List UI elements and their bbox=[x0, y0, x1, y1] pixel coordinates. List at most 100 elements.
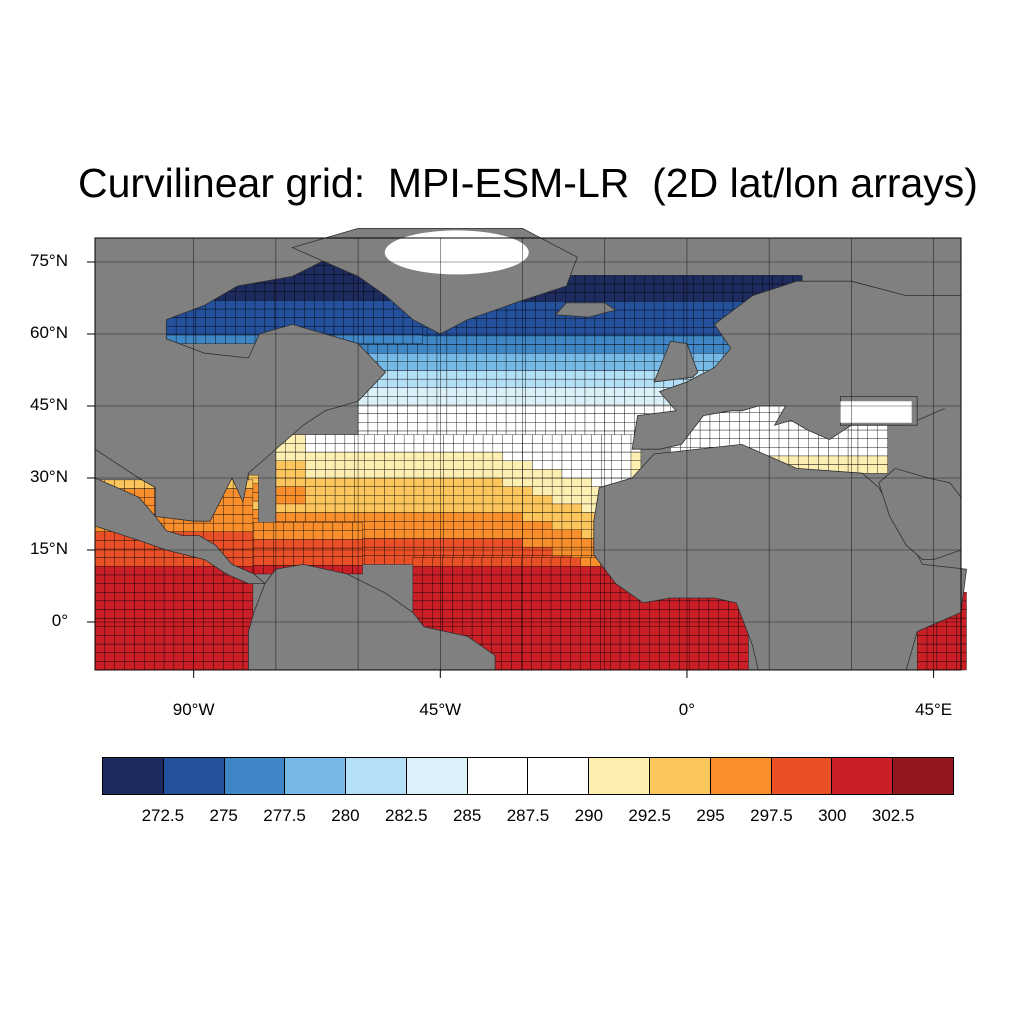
ocean-cell bbox=[473, 521, 484, 530]
ocean-cell bbox=[555, 413, 566, 423]
ocean-cell bbox=[357, 413, 369, 423]
ocean-cell bbox=[772, 275, 783, 285]
ocean-cell bbox=[443, 443, 454, 453]
ocean-cell bbox=[373, 334, 384, 344]
ocean-cell bbox=[363, 326, 374, 336]
ocean-cell bbox=[173, 643, 184, 653]
ocean-cell bbox=[394, 434, 405, 444]
ocean-cell bbox=[551, 477, 563, 487]
ocean-cell bbox=[545, 396, 556, 406]
ocean-cell bbox=[354, 460, 365, 470]
ocean-cell bbox=[144, 661, 155, 671]
lon-label: 45°W bbox=[419, 700, 462, 719]
ocean-cell bbox=[877, 447, 888, 457]
ocean-cell bbox=[838, 438, 849, 448]
ocean-cell bbox=[254, 300, 266, 310]
ocean-cell bbox=[669, 626, 680, 636]
ocean-cell bbox=[144, 609, 155, 619]
ocean-cell bbox=[436, 370, 448, 380]
ocean-cell bbox=[649, 652, 660, 662]
ocean-cell bbox=[619, 609, 631, 619]
ocean-cell bbox=[134, 643, 145, 653]
ocean-cell bbox=[565, 353, 576, 362]
ocean-cell bbox=[163, 652, 175, 662]
ocean-cell bbox=[344, 486, 355, 496]
ocean-cell bbox=[443, 486, 454, 496]
ocean-cell bbox=[213, 609, 224, 619]
ocean-cell bbox=[535, 370, 546, 380]
ocean-cell bbox=[274, 308, 285, 318]
ocean-cell bbox=[314, 317, 325, 327]
ocean-cell bbox=[525, 327, 536, 337]
ocean-cell bbox=[114, 652, 125, 662]
ocean-cell bbox=[522, 495, 533, 505]
ocean-cell bbox=[584, 370, 596, 380]
ocean-cell bbox=[683, 301, 694, 311]
ocean-cell bbox=[154, 609, 165, 619]
ocean-cell bbox=[555, 378, 566, 388]
ocean-cell bbox=[545, 335, 556, 345]
ocean-cell bbox=[580, 618, 591, 627]
ocean-cell bbox=[512, 451, 523, 461]
ocean-cell bbox=[476, 378, 487, 388]
ocean-cell bbox=[442, 600, 453, 610]
ocean-cell bbox=[541, 574, 552, 584]
ocean-cell bbox=[535, 318, 546, 328]
ocean-cell bbox=[542, 512, 553, 522]
ocean-cell bbox=[471, 574, 483, 584]
ocean-cell bbox=[433, 521, 444, 530]
ocean-cell bbox=[604, 283, 615, 293]
ocean-cell bbox=[581, 451, 592, 461]
ocean-cell bbox=[134, 557, 145, 567]
ocean-cell bbox=[542, 546, 553, 556]
ocean-cell bbox=[384, 529, 395, 539]
ocean-cell bbox=[373, 317, 384, 327]
ocean-cell bbox=[114, 609, 125, 619]
ocean-cell bbox=[798, 455, 809, 465]
ocean-cell bbox=[193, 643, 204, 653]
ocean-cell bbox=[491, 574, 502, 584]
lon-label: 0° bbox=[678, 700, 696, 719]
ocean-cell bbox=[555, 335, 566, 345]
ocean-cell bbox=[561, 434, 573, 444]
ocean-cell bbox=[653, 396, 665, 406]
ocean-cell bbox=[604, 335, 615, 345]
ocean-cell bbox=[154, 618, 165, 627]
ocean-cell bbox=[332, 539, 343, 549]
ocean-cell bbox=[383, 308, 394, 318]
ocean-cell bbox=[525, 361, 536, 371]
ocean-cell bbox=[492, 477, 503, 487]
ocean-cell bbox=[594, 370, 605, 380]
ocean-cell bbox=[728, 652, 739, 662]
ocean-cell bbox=[333, 282, 345, 292]
colorbar-swatch bbox=[406, 758, 468, 794]
ocean-cell bbox=[728, 661, 739, 671]
ocean-cell bbox=[232, 592, 244, 601]
ocean-cell bbox=[183, 557, 194, 567]
ocean-cell bbox=[521, 652, 532, 662]
ocean-cell bbox=[304, 282, 315, 292]
ocean-cell bbox=[634, 318, 645, 328]
ocean-cell bbox=[213, 600, 224, 610]
ocean-cell bbox=[442, 574, 453, 584]
ocean-cell bbox=[124, 626, 135, 636]
ocean-cell bbox=[294, 274, 305, 284]
ocean-cell bbox=[512, 521, 523, 530]
ocean-cell bbox=[629, 635, 640, 645]
ocean-cell bbox=[442, 566, 453, 576]
ocean-cell bbox=[413, 434, 425, 444]
ocean-cell bbox=[124, 652, 135, 662]
ocean-cell bbox=[541, 635, 552, 645]
ocean-cell bbox=[857, 464, 869, 474]
ocean-cell bbox=[134, 635, 145, 645]
ocean-cell bbox=[644, 344, 655, 354]
ocean-cell bbox=[163, 618, 175, 627]
ocean-cell bbox=[373, 308, 384, 318]
ocean-cell bbox=[124, 574, 135, 584]
ocean-cell bbox=[693, 344, 704, 354]
ocean-cell bbox=[718, 635, 729, 645]
ocean-cell bbox=[580, 566, 591, 576]
ocean-cell bbox=[511, 652, 522, 662]
ocean-cell bbox=[413, 469, 425, 479]
ocean-cell bbox=[644, 370, 655, 380]
